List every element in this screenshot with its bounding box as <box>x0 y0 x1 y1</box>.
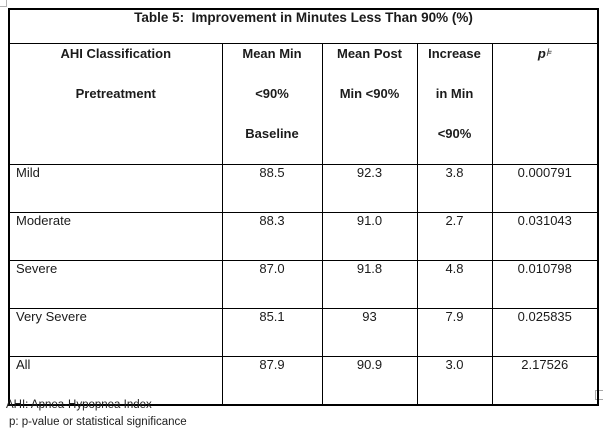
table-row: Mild 88.5 92.3 3.8 0.000791 <box>8 164 599 213</box>
table-row: Severe 87.0 91.8 4.8 0.010798 <box>8 260 599 309</box>
cell-classification: Moderate <box>8 212 223 261</box>
table-title: Table 5: Improvement in Minutes Less Tha… <box>8 8 599 44</box>
cell-increase: 4.8 <box>416 260 493 309</box>
cell-increase: 3.8 <box>416 164 493 213</box>
cell-p-value: 0.010798 <box>491 260 599 309</box>
cell-mean-post-min: 91.8 <box>321 260 418 309</box>
header-cell-mean-post-min: Mean Post Min <90% <box>321 43 418 165</box>
header-line: <90% <box>255 86 289 101</box>
table-row: Moderate 88.3 91.0 2.7 0.031043 <box>8 212 599 261</box>
cell-classification: Severe <box>8 260 223 309</box>
footnote-ahi: AHI: Apnea-Hypopnea Index <box>6 399 152 411</box>
cell-increase: 2.7 <box>416 212 493 261</box>
cell-mean-post-min: 93 <box>321 308 418 357</box>
table-header-row: AHI Classification Pretreatment Mean Min… <box>8 43 599 165</box>
cell-p-value: 2.17526 <box>491 356 599 406</box>
cell-classification: All <box>8 356 223 406</box>
header-line: Mean Min <box>242 46 302 61</box>
results-table: Table 5: Improvement in Minutes Less Tha… <box>8 8 600 406</box>
cell-mean-min-baseline: 88.5 <box>221 164 323 213</box>
header-line: <90% <box>437 126 472 141</box>
header-line: Mean Post <box>336 46 402 61</box>
table-move-handle[interactable] <box>0 0 7 7</box>
cell-mean-post-min: 90.9 <box>321 356 418 406</box>
cell-mean-min-baseline: 85.1 <box>221 308 323 357</box>
header-line: AHI Classification <box>60 46 172 61</box>
header-line: Pretreatment <box>75 86 156 101</box>
header-line: Min <90% <box>339 86 400 101</box>
cell-mean-post-min: 91.0 <box>321 212 418 261</box>
cell-classification: Mild <box>8 164 223 213</box>
footnote-p: p: p-value or statistical significance <box>9 415 187 428</box>
cell-mean-min-baseline: 88.3 <box>221 212 323 261</box>
p-label: p <box>537 46 546 61</box>
header-line: Baseline <box>245 126 299 141</box>
cell-classification: Very Severe <box>8 308 223 357</box>
table-row: Very Severe 85.1 93 7.9 0.025835 <box>8 308 599 357</box>
cell-p-value: 0.000791 <box>491 164 599 213</box>
header-cell-increase-in-min: Increase in Min <90% <box>416 43 493 165</box>
table-row: All 87.9 90.9 3.0 2.17526 <box>8 356 599 406</box>
cell-mean-min-baseline: 87.0 <box>221 260 323 309</box>
table-footnotes: AHI: Apnea-Hypopnea Index p: p-value or … <box>6 397 187 430</box>
table-title-row: Table 5: Improvement in Minutes Less Tha… <box>8 8 599 44</box>
cell-p-value: 0.025835 <box>491 308 599 357</box>
header-cell-mean-min-baseline: Mean Min <90% Baseline <box>221 43 323 165</box>
cell-increase: 3.0 <box>416 356 493 406</box>
header-line: Increase <box>428 46 481 61</box>
cell-increase: 7.9 <box>416 308 493 357</box>
header-cell-ahi-classification: AHI Classification Pretreatment <box>8 43 223 165</box>
cell-p-value: 0.031043 <box>491 212 599 261</box>
header-cell-p-value: p⊧ <box>491 43 599 165</box>
cell-mean-post-min: 92.3 <box>321 164 418 213</box>
cell-mean-min-baseline: 87.9 <box>221 356 323 406</box>
header-line: in Min <box>435 86 474 101</box>
